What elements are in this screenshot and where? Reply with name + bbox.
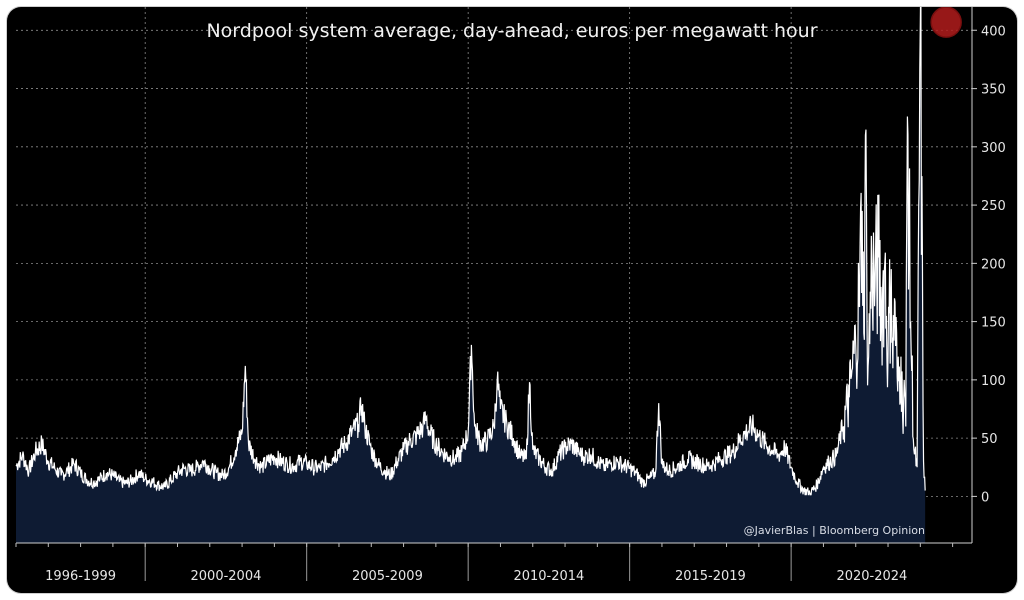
y-tick-label: 250 [981, 199, 1006, 214]
x-tick-label: 2015-2019 [675, 569, 746, 584]
price-line [15, 7, 926, 496]
y-tick-label: 300 [981, 141, 1006, 156]
x-tick-label: 2005-2009 [352, 569, 423, 584]
peak-highlight-marker [930, 7, 962, 38]
x-tick-label: 1996-1999 [45, 569, 116, 584]
x-tick-label: 2020-2024 [836, 569, 907, 584]
x-tick-label: 2000-2004 [191, 569, 262, 584]
chart-frame: 0 50 100 150 200 250 300 350 400 1996-1999 2000-20… [7, 7, 1017, 593]
y-tick-label: 350 [981, 83, 1006, 98]
y-tick-label: 150 [981, 316, 1006, 331]
y-tick-label: 400 [981, 24, 1006, 39]
y-tick-label: 50 [981, 432, 998, 447]
y-tick-label: 200 [981, 257, 1006, 272]
price-area [16, 7, 926, 543]
y-tick-label: 100 [981, 374, 1006, 389]
chart-title: Nordpool system average, day-ahead, euro… [206, 20, 817, 42]
credit-text: @JavierBlas | Bloomberg Opinion [744, 524, 925, 537]
x-tick-label: 2010-2014 [513, 569, 584, 584]
y-tick-label: 0 [981, 490, 989, 505]
area-chart: 0 50 100 150 200 250 300 350 400 1996-1999 2000-20… [15, 7, 1006, 584]
axes: 0 50 100 150 200 250 300 350 400 1996-1999 2000-20… [15, 7, 1006, 584]
gridlines [16, 7, 972, 543]
